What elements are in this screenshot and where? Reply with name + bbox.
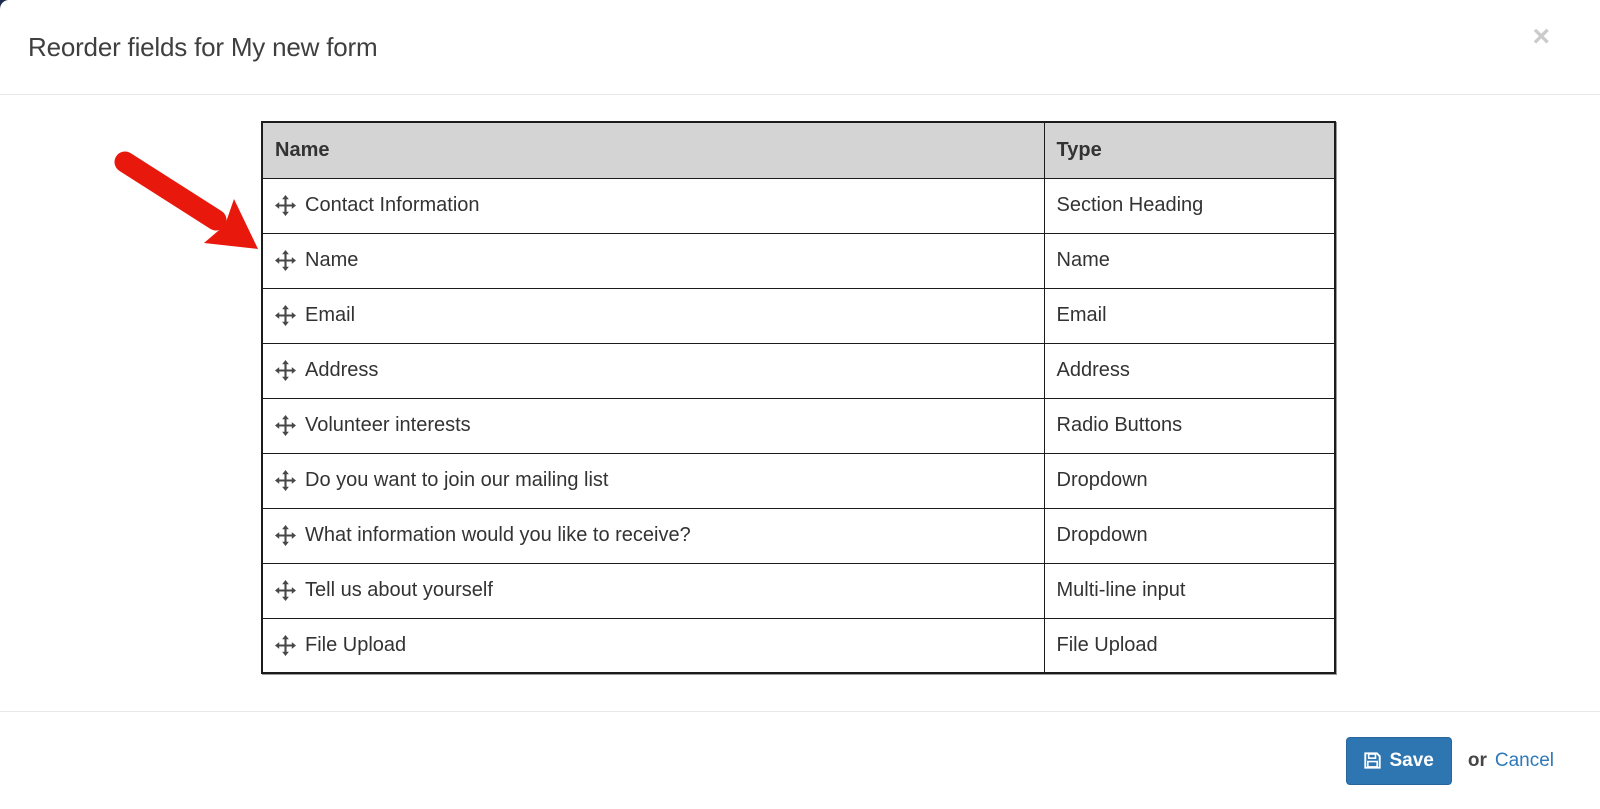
- table-row[interactable]: Email Email: [261, 287, 1336, 344]
- save-label: Save: [1389, 749, 1434, 771]
- field-name: Contact Information: [305, 194, 480, 216]
- move-icon[interactable]: [275, 250, 296, 271]
- move-icon[interactable]: [275, 580, 296, 601]
- move-icon[interactable]: [275, 360, 296, 381]
- table-row[interactable]: What information would you like to recei…: [261, 507, 1336, 564]
- move-icon[interactable]: [275, 634, 296, 656]
- field-name: Tell us about yourself: [305, 579, 493, 601]
- field-type: Dropdown: [1043, 452, 1336, 509]
- or-text: or: [1467, 749, 1487, 771]
- floppy-disk-icon: [1364, 752, 1382, 769]
- move-icon[interactable]: [275, 470, 296, 491]
- modal-title: Reorder fields for My new form: [28, 31, 378, 62]
- column-header-name: Name: [261, 121, 1045, 179]
- move-icon[interactable]: [275, 525, 296, 546]
- table-row[interactable]: File Upload File Upload: [261, 617, 1336, 674]
- field-type: Email: [1043, 287, 1336, 344]
- cancel-link[interactable]: Cancel: [1494, 749, 1554, 771]
- column-header-type: Type: [1043, 121, 1336, 179]
- move-icon[interactable]: [275, 415, 296, 436]
- field-name: File Upload: [305, 633, 407, 656]
- field-name: Address: [305, 359, 379, 381]
- field-name: What information would you like to recei…: [305, 524, 691, 546]
- table-row[interactable]: Volunteer interests Radio Buttons: [261, 397, 1336, 454]
- save-button[interactable]: Save: [1346, 736, 1452, 785]
- table-row[interactable]: Do you want to join our mailing list Dro…: [261, 452, 1336, 509]
- field-type: Address: [1043, 342, 1336, 399]
- field-type: Section Heading: [1043, 177, 1336, 234]
- field-type: Radio Buttons: [1043, 397, 1336, 454]
- modal-body: Name Type Contact Information Section He…: [261, 121, 1336, 674]
- field-type: File Upload: [1043, 617, 1336, 674]
- table-row[interactable]: Address Address: [261, 342, 1336, 399]
- field-type: Name: [1043, 232, 1336, 289]
- modal-footer: Save or Cancel: [0, 711, 1600, 809]
- field-type: Dropdown: [1043, 507, 1336, 564]
- field-name: Email: [305, 304, 356, 326]
- field-name: Volunteer interests: [305, 414, 471, 436]
- table-row[interactable]: Name Name: [261, 232, 1336, 289]
- close-icon[interactable]: ×: [1532, 20, 1550, 53]
- fields-table: Name Type Contact Information Section He…: [261, 121, 1336, 674]
- field-name: Do you want to join our mailing list: [305, 469, 609, 491]
- field-type: Multi-line input: [1043, 562, 1336, 619]
- table-row[interactable]: Contact Information Section Heading: [261, 177, 1336, 234]
- field-name: Name: [305, 249, 359, 271]
- table-header-row: Name Type: [261, 121, 1336, 179]
- table-row[interactable]: Tell us about yourself Multi-line input: [261, 562, 1336, 619]
- modal-header: Reorder fields for My new form ×: [0, 0, 1600, 95]
- move-icon[interactable]: [275, 305, 296, 326]
- move-icon[interactable]: [275, 195, 296, 216]
